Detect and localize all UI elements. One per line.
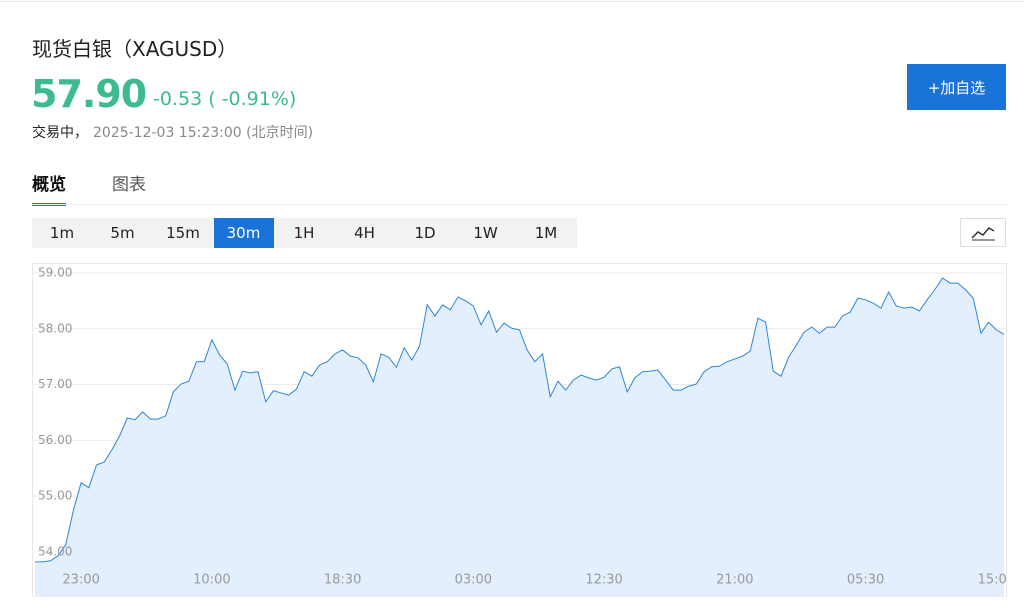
timestamp: 2025-12-03 15:23:00 (北京时间)	[93, 125, 314, 141]
x-tick-label: 12:30	[585, 573, 622, 588]
tab[interactable]: 图表	[112, 175, 146, 195]
interval-button[interactable]: 1H	[293, 224, 315, 242]
y-tick-label: 59.00	[38, 266, 72, 280]
interval-button[interactable]: 1M	[534, 224, 558, 242]
y-tick-label: 55.00	[38, 489, 72, 503]
x-tick-label: 03:00	[455, 573, 492, 588]
x-tick-label: 21:00	[716, 573, 753, 588]
chart-style-button[interactable]	[960, 218, 1006, 247]
interval-button[interactable]: 5m	[110, 224, 135, 242]
x-tick-label: 15:00	[978, 573, 1007, 588]
interval-selector: 1m 5m 15m 30m 1H 4H 1D 1W 1M	[32, 218, 577, 248]
trading-status: 交易中，	[32, 125, 88, 141]
y-tick-label: 57.00	[38, 377, 72, 391]
tab[interactable]: 概览	[32, 170, 66, 206]
instrument-title: 现货白银（XAGUSD）	[32, 37, 238, 61]
x-tick-label: 18:30	[324, 573, 361, 588]
chart-border	[32, 263, 1007, 597]
interval-button[interactable]: 30m	[213, 218, 274, 248]
price-line	[35, 277, 1005, 563]
add-watchlist-button[interactable]: +加自选	[907, 64, 1006, 110]
price-change: -0.53 ( -0.91%)	[153, 88, 297, 110]
y-tick-label: 58.00	[38, 321, 72, 335]
line-icon	[971, 227, 995, 241]
y-tick-label: 54.00	[38, 544, 72, 558]
interval-button[interactable]: 1m	[49, 224, 75, 242]
price: 57.90	[31, 72, 147, 116]
y-tick-label: 56.00	[38, 433, 72, 447]
interval-button[interactable]: 4H	[354, 224, 375, 242]
area-fill	[35, 278, 1004, 597]
interval-button[interactable]: 15m	[166, 224, 200, 242]
interval-button[interactable]: 1W	[473, 224, 498, 242]
divider	[0, 1, 1024, 2]
divider	[32, 204, 1007, 205]
interval-button[interactable]: 1D	[414, 224, 436, 242]
x-tick-label: 23:00	[62, 573, 99, 588]
x-tick-label: 05:30	[847, 573, 884, 588]
x-tick-label: 10:00	[193, 573, 230, 588]
chart: 54.00 55.00 56.00 57.00 58.00 59.00 23:00 10:00…	[32, 263, 1007, 597]
